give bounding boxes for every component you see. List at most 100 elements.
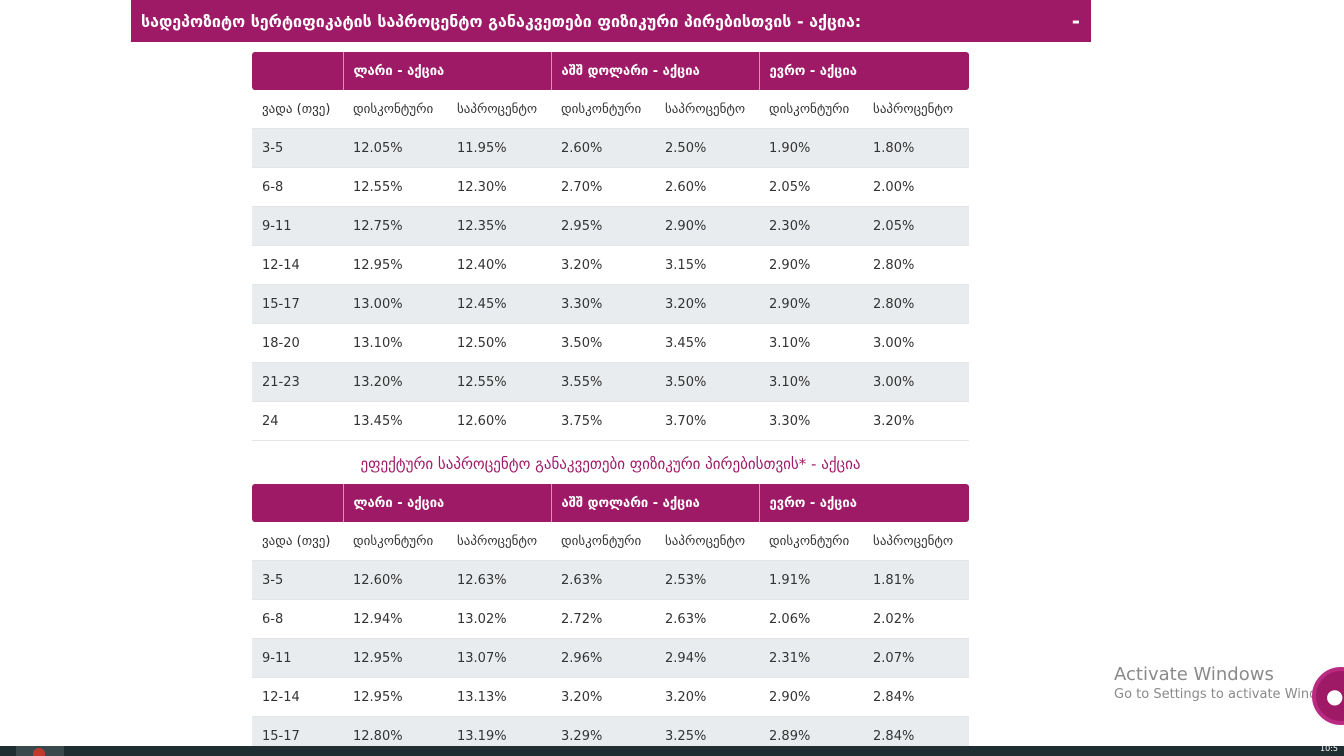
term-cell: 9-11 <box>252 638 343 678</box>
chat-bubble-icon: ● <box>1326 684 1344 708</box>
rate-cell: 2.06% <box>759 599 864 639</box>
rate-cell: 1.91% <box>759 560 864 600</box>
promo-rates-table: ლარი - აქცია აშშ დოლარი - აქცია ევრო - ა… <box>252 52 970 441</box>
rate-cell: 2.90% <box>655 206 760 246</box>
table-row: 21-23 13.20% 12.55% 3.55% 3.50% 3.10% 3.00% <box>252 362 970 402</box>
rate-cell: 12.45% <box>447 284 552 324</box>
rate-cell: 3.20% <box>655 284 760 324</box>
rate-cell: 2.53% <box>655 560 760 600</box>
currency-header-row: ლარი - აქცია აშშ დოლარი - აქცია ევრო - ა… <box>252 484 970 522</box>
rate-cell: 2.70% <box>551 167 656 207</box>
rate-cell: 2.94% <box>655 638 760 678</box>
currency-header-empty <box>252 484 343 522</box>
rate-column-header: საპროცენტო <box>863 522 970 561</box>
rate-cell: 3.20% <box>655 677 760 717</box>
rate-column-header: დისკონტური <box>551 90 656 129</box>
rate-cell: 12.40% <box>447 245 552 285</box>
rate-column-header: საპროცენტო <box>655 90 760 129</box>
rate-cell: 2.72% <box>551 599 656 639</box>
currency-header-eur: ევრო - აქცია <box>758 484 970 522</box>
rate-cell: 2.63% <box>551 560 656 600</box>
rate-cell: 12.95% <box>343 677 447 717</box>
taskbar: 10:5 <box>0 744 1344 756</box>
rate-cell: 3.00% <box>863 323 970 363</box>
rate-cell: 12.55% <box>447 362 552 402</box>
rate-column-header: საპროცენტო <box>655 522 760 561</box>
rates-body: 3-5 12.60% 12.63% 2.63% 2.53% 1.91% 1.81% 6-8 12… <box>252 560 970 756</box>
table-row: 12-14 12.95% 13.13% 3.20% 3.20% 2.90% 2.84% <box>252 677 970 717</box>
term-cell: 3-5 <box>252 560 343 600</box>
rate-cell: 3.75% <box>551 401 656 441</box>
rate-cell: 13.13% <box>447 677 552 717</box>
rate-cell: 13.10% <box>343 323 447 363</box>
column-header-row: ვადა (თვე) დისკონტური საპროცენტო დისკონტური… <box>252 522 970 561</box>
rate-column-header: საპროცენტო <box>447 522 552 561</box>
rate-cell: 2.05% <box>863 206 970 246</box>
rate-cell: 3.55% <box>551 362 656 402</box>
column-header-row: ვადა (თვე) დისკონტური საპროცენტო დისკონტური… <box>252 90 970 129</box>
rate-column-header: დისკონტური <box>759 90 864 129</box>
rate-cell: 2.95% <box>551 206 656 246</box>
rate-cell: 13.02% <box>447 599 552 639</box>
table-row: 24 13.45% 12.60% 3.75% 3.70% 3.30% 3.20% <box>252 401 970 441</box>
rate-cell: 11.95% <box>447 128 552 168</box>
rate-cell: 2.90% <box>759 284 864 324</box>
term-cell: 24 <box>252 401 343 441</box>
rate-column-header: დისკონტური <box>343 522 447 561</box>
table-row: 18-20 13.10% 12.50% 3.50% 3.45% 3.10% 3.00% <box>252 323 970 363</box>
activate-windows-watermark: Activate Windows Go to Settings to activ… <box>1114 664 1344 702</box>
term-cell: 3-5 <box>252 128 343 168</box>
rate-cell: 12.95% <box>343 245 447 285</box>
term-column-header: ვადა (თვე) <box>252 90 343 129</box>
taskbar-clock: 10:5 <box>1320 744 1338 753</box>
watermark-subtitle: Go to Settings to activate Windows. <box>1114 687 1344 702</box>
rate-cell: 2.63% <box>655 599 760 639</box>
table-row: 12-14 12.95% 12.40% 3.20% 3.15% 2.90% 2.80% <box>252 245 970 285</box>
rate-cell: 3.20% <box>863 401 970 441</box>
rate-cell: 2.60% <box>655 167 760 207</box>
currency-header-eur: ევრო - აქცია <box>758 52 970 90</box>
rate-cell: 2.50% <box>655 128 760 168</box>
rate-cell: 12.63% <box>447 560 552 600</box>
rate-cell: 1.81% <box>863 560 970 600</box>
chat-button[interactable]: ● <box>1312 667 1344 725</box>
term-cell: 6-8 <box>252 599 343 639</box>
term-cell: 9-11 <box>252 206 343 246</box>
rate-cell: 2.80% <box>863 245 970 285</box>
section-title: სადეპოზიტო სერტიფიკატის საპროცენტო განაკ… <box>141 11 862 31</box>
rate-cell: 3.45% <box>655 323 760 363</box>
rate-cell: 2.07% <box>863 638 970 678</box>
rate-cell: 12.95% <box>343 638 447 678</box>
effective-rates-table: ლარი - აქცია აშშ დოლარი - აქცია ევრო - ა… <box>252 484 970 756</box>
table-row: 6-8 12.55% 12.30% 2.70% 2.60% 2.05% 2.00% <box>252 167 970 207</box>
rate-cell: 3.30% <box>759 401 864 441</box>
rate-column-header: დისკონტური <box>759 522 864 561</box>
rate-cell: 12.05% <box>343 128 447 168</box>
rate-cell: 13.07% <box>447 638 552 678</box>
rate-cell: 2.84% <box>863 677 970 717</box>
rate-cell: 3.50% <box>551 323 656 363</box>
rate-column-header: საპროცენტო <box>447 90 552 129</box>
currency-header-empty <box>252 52 343 90</box>
section-header[interactable]: სადეპოზიტო სერტიფიკატის საპროცენტო განაკ… <box>131 0 1091 42</box>
effective-rates-title: ეფექტური საპროცენტო განაკვეთები ფიზიკური… <box>360 455 861 473</box>
currency-header-gel: ლარი - აქცია <box>342 52 552 90</box>
rate-column-header: დისკონტური <box>343 90 447 129</box>
currency-header-usd: აშშ დოლარი - აქცია <box>550 52 760 90</box>
rate-cell: 2.31% <box>759 638 864 678</box>
rate-cell: 2.80% <box>863 284 970 324</box>
rate-cell: 12.35% <box>447 206 552 246</box>
rate-cell: 2.30% <box>759 206 864 246</box>
collapse-toggle[interactable]: - <box>1071 9 1080 33</box>
rate-cell: 3.20% <box>551 245 656 285</box>
rate-cell: 2.02% <box>863 599 970 639</box>
taskbar-app-button[interactable] <box>16 746 64 756</box>
term-cell: 15-17 <box>252 284 343 324</box>
rate-cell: 12.50% <box>447 323 552 363</box>
table-row: 9-11 12.75% 12.35% 2.95% 2.90% 2.30% 2.05% <box>252 206 970 246</box>
rate-cell: 12.94% <box>343 599 447 639</box>
rate-cell: 3.10% <box>759 323 864 363</box>
rate-cell: 2.60% <box>551 128 656 168</box>
rate-cell: 3.10% <box>759 362 864 402</box>
rate-cell: 3.00% <box>863 362 970 402</box>
